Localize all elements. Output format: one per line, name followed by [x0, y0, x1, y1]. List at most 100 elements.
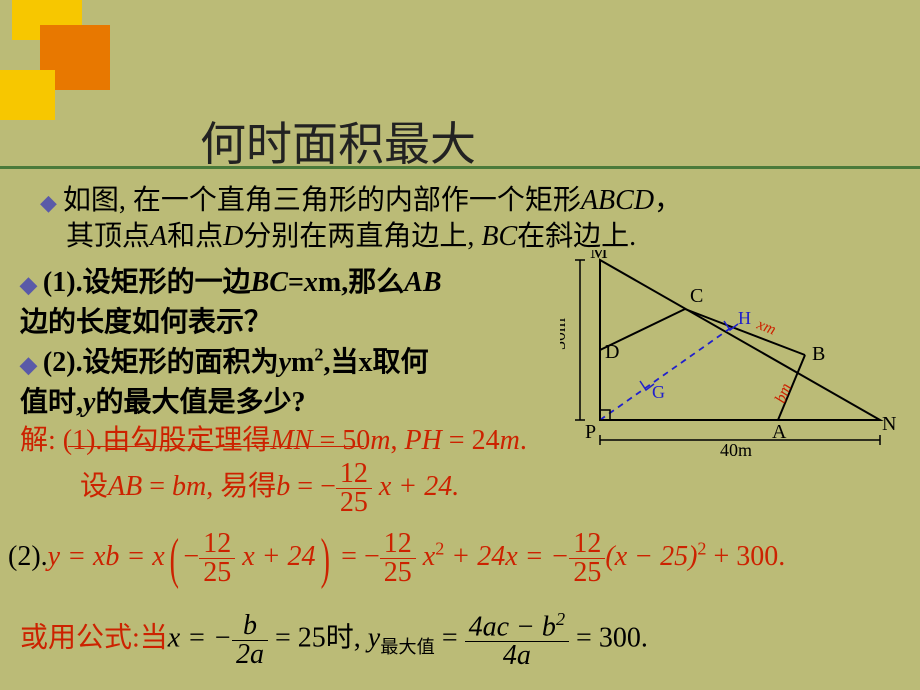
s4-c: = 25时,	[268, 623, 368, 654]
frac-num: 12	[199, 530, 235, 559]
intro2-c: 和点	[167, 221, 223, 252]
intro2-a: 其顶点	[66, 221, 150, 252]
frac-num: 12	[380, 530, 416, 559]
intro2-d: D	[223, 221, 243, 252]
q1-f: AB	[404, 267, 441, 298]
frac-s3-2: 1225	[380, 530, 416, 587]
right-triangle	[600, 260, 880, 420]
label-N: N	[882, 413, 896, 435]
problem-intro-line1: ◆如图, 在一个直角三角形的内部作一个矩形ABCD，	[40, 178, 682, 218]
solution-line3: (2).y = xb = x(−1225 x + 24) = −1225 x2 …	[8, 530, 785, 587]
frac-den: 25	[199, 559, 235, 587]
frac-num: 4ac − b2	[465, 610, 569, 642]
label-A: A	[772, 421, 787, 443]
question-2-line1: ◆(2).设矩形的面积为ym2,当x取何	[20, 340, 428, 380]
s4-d: y	[368, 623, 380, 654]
label-D: D	[605, 341, 619, 363]
s1-d: m	[370, 425, 390, 456]
q1-d: x	[304, 267, 318, 298]
q1-a: (1).设矩形的一边	[43, 267, 251, 298]
s3-prefix: (2).	[8, 541, 48, 572]
s4-b: x = −	[168, 623, 232, 654]
s3-e: x	[416, 541, 435, 572]
frac-s4-2: 4ac − b24a	[465, 610, 569, 670]
yellow-rect-2	[0, 70, 55, 120]
s3-sup2: 2	[697, 539, 706, 559]
label-M: M	[590, 250, 608, 263]
s3-d: = −	[334, 541, 380, 572]
page-title: 何时面积最大	[200, 108, 476, 174]
s3-a: y = xb = x	[48, 541, 165, 572]
q1-e: m,那么	[318, 267, 404, 298]
diamond-bullet-icon: ◆	[20, 352, 37, 378]
s3-b: −	[183, 541, 199, 572]
underline-s1	[68, 446, 364, 447]
diamond-bullet-icon: ◆	[20, 272, 37, 298]
s1-f: PH	[404, 425, 441, 456]
frac-s3-3: 1225	[569, 530, 605, 587]
frac-s4-1: b2a	[232, 612, 268, 669]
s3-g: + 24x = −	[444, 541, 569, 572]
s1-i: .	[520, 425, 527, 456]
s2-g: = −	[290, 471, 336, 502]
q1-line2: 边的长度如何表示？	[20, 307, 272, 338]
label-H: H	[738, 308, 751, 328]
intro2-b: A	[150, 221, 167, 252]
s2-h: x + 24.	[372, 471, 459, 502]
label-B: B	[812, 343, 825, 365]
s3-c: x + 24	[235, 541, 315, 572]
triangle-diagram: M C H B D G P A N xm bm 30m 40m	[560, 250, 910, 460]
frac-den: 25	[569, 559, 605, 587]
frac-num: 12	[336, 460, 372, 489]
intro1-text: 如图, 在一个直角三角形的内部作一个矩形	[63, 185, 581, 216]
label-xm: xm	[754, 316, 779, 339]
s2-b: AB	[108, 471, 142, 502]
s1-b: MN	[270, 425, 312, 456]
s3-h: (x − 25)	[605, 541, 697, 572]
frac-num: b	[232, 612, 268, 641]
q2-c: m	[291, 347, 314, 378]
q1-c: =	[288, 267, 304, 298]
s1-e: ,	[390, 425, 404, 456]
s4-sub: 最大值	[380, 637, 435, 657]
s2-a: 设	[80, 471, 108, 502]
frac-den: 2a	[232, 641, 268, 669]
s2-f: b	[276, 471, 290, 502]
s1-a: 解: (1).由勾股定理得	[20, 425, 270, 456]
s1-g: = 24	[442, 425, 500, 456]
s4-e: =	[435, 623, 465, 654]
s2-d: bm	[172, 471, 206, 502]
label-bm: bm	[772, 381, 795, 406]
diamond-bullet-icon: ◆	[40, 190, 57, 216]
label-C: C	[690, 285, 703, 307]
label-30m: 30m	[560, 318, 569, 350]
frac-den: 25	[336, 489, 372, 517]
frac-s2: 1225	[336, 460, 372, 517]
q2-l2-b: y	[83, 387, 95, 418]
question-2-line2: 值时,y的最大值是多少?	[20, 380, 305, 420]
intro2-e: 分别在两直角边上,	[243, 221, 481, 252]
label-G: G	[652, 382, 665, 402]
problem-intro-line2: 其顶点A和点D分别在两直角边上, BC在斜边上.	[66, 214, 636, 254]
solution-line1: 解: (1).由勾股定理得MN = 50m, PH = 24m.	[20, 418, 527, 458]
intro1-tail: ，	[654, 185, 682, 216]
q2-a: (2).设矩形的面积为	[43, 347, 279, 378]
intro2-f: BC	[481, 221, 517, 252]
question-1-line1: ◆(1).设矩形的一边BC=xm,那么AB	[20, 260, 442, 300]
label-P: P	[585, 421, 596, 443]
q1-b: BC	[251, 267, 288, 298]
s4-a: 或用公式:当	[20, 623, 168, 654]
solution-line2: 设AB = bm, 易得b = −1225 x + 24.	[80, 460, 459, 517]
question-1-line2: 边的长度如何表示？	[20, 300, 272, 340]
s2-e: , 易得	[206, 471, 276, 502]
corner-decoration	[0, 0, 140, 120]
frac-den: 4a	[465, 642, 569, 670]
paren-right-icon: )	[320, 545, 329, 573]
s3-sup1: 2	[435, 539, 444, 559]
solution-line4: 或用公式:当x = −b2a = 25时, y最大值 = 4ac − b24a …	[20, 610, 648, 670]
q2-l2-c: 的最大值是多少?	[95, 387, 305, 418]
intro2-g: 在斜边上.	[517, 221, 636, 252]
s3-j: + 300.	[707, 541, 786, 572]
s1-c: = 50	[312, 425, 370, 456]
q2-e: ,当x取何	[323, 347, 428, 378]
